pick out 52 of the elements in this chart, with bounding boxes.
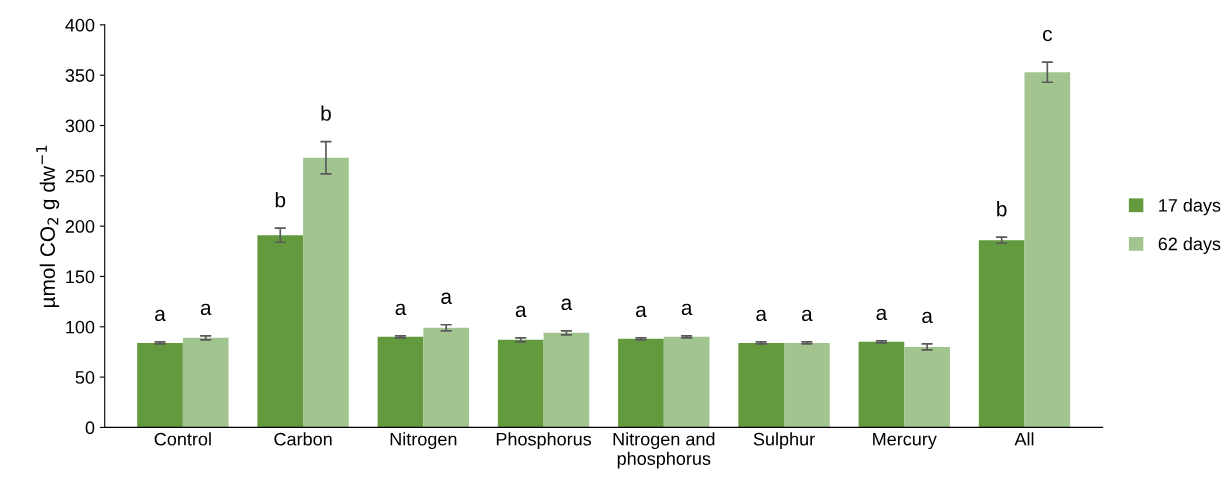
bar <box>543 332 590 428</box>
data-label: a <box>801 309 813 322</box>
y-tick-label: 200 <box>65 220 95 233</box>
bar <box>618 338 664 428</box>
bar <box>784 342 830 428</box>
y-tick-label: 250 <box>65 169 95 183</box>
data-label: a <box>515 305 527 318</box>
data-label: a <box>756 309 767 322</box>
bar <box>257 235 304 428</box>
bar <box>858 341 905 428</box>
legend-label: 17 days <box>1159 198 1221 216</box>
bar <box>1024 72 1071 428</box>
y-tick-label: 350 <box>65 69 95 82</box>
bar <box>182 337 229 428</box>
data-label: a <box>876 308 888 321</box>
bar <box>497 339 544 428</box>
data-label: b <box>997 201 1007 217</box>
x-tick-label: Nitrogen <box>390 432 457 450</box>
bar <box>978 240 1025 428</box>
bar <box>663 336 710 428</box>
y-tick-label: 150 <box>66 270 95 284</box>
data-label: a <box>561 298 573 311</box>
x-tick-label: All <box>1014 432 1034 446</box>
y-tick-label: 50 <box>75 371 95 384</box>
y-tick-label: 300 <box>65 119 95 133</box>
data-label: a <box>636 305 647 318</box>
data-label: a <box>922 311 933 324</box>
data-label: b <box>321 105 331 121</box>
x-tick-label: Control <box>154 432 211 446</box>
y-tick-label: 400 <box>65 18 95 32</box>
data-label: a <box>395 303 407 316</box>
x-tick-label: Mercury <box>873 432 937 450</box>
bar <box>904 346 950 428</box>
bar <box>423 327 470 428</box>
x-tick-label: Carbon <box>274 432 332 446</box>
y-tick-label: 100 <box>66 320 95 334</box>
data-label: a <box>155 309 166 322</box>
data-label: c <box>1043 29 1052 42</box>
x-tick-label: Nitrogen and phosphorus <box>613 432 715 469</box>
data-label: a <box>441 292 452 304</box>
bar <box>738 342 785 428</box>
bar <box>303 157 349 428</box>
bar <box>377 336 424 428</box>
x-tick-label: Sulphur <box>753 432 815 450</box>
data-label: b <box>275 192 286 208</box>
y-axis-title: µmol CO$_{2}$ g dw$^{−1}$ <box>36 145 60 308</box>
y-tick-label: 0 <box>85 421 95 435</box>
data-label: a <box>200 303 212 316</box>
legend-label: 62 days <box>1158 237 1221 254</box>
bar <box>137 342 183 428</box>
x-tick-label: Phosphorus <box>496 432 592 450</box>
data-label: a <box>681 303 693 316</box>
